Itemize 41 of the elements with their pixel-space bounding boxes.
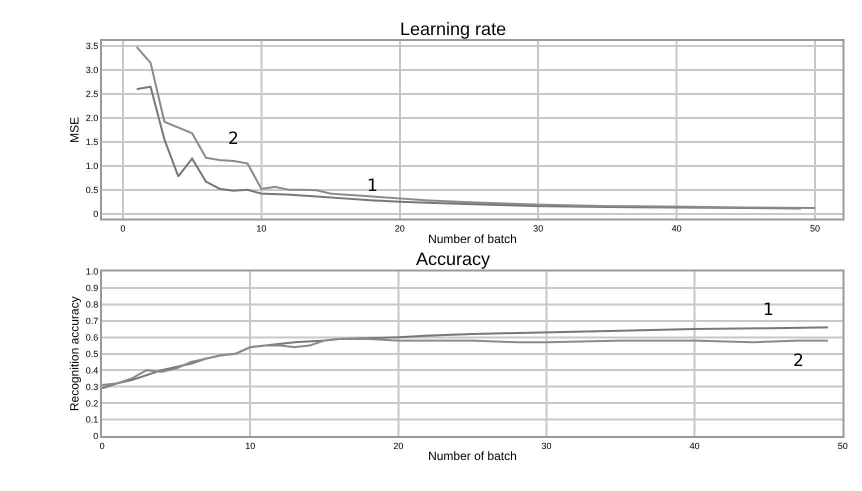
x-tick-label: 20 — [394, 223, 405, 234]
y-tick-label: 0.6 — [86, 332, 98, 342]
y-tick-label: 2.5 — [86, 89, 98, 100]
y-tick-label: 0.8 — [86, 300, 98, 310]
y-tick-label: 0.4 — [86, 365, 98, 376]
chart-title: Learning rate — [400, 19, 506, 39]
y-tick-label: 0.5 — [86, 184, 98, 195]
y-tick-label: 0.1 — [86, 414, 98, 425]
x-tick-label: 20 — [393, 440, 404, 451]
x-tick-label: 40 — [672, 223, 682, 234]
series-label: 2 — [793, 351, 804, 371]
y-tick-label: 1.0 — [86, 160, 98, 171]
x-axis-title: Number of batch — [428, 232, 517, 246]
y-tick-label: 1.5 — [86, 137, 98, 148]
y-tick-label: 0.9 — [86, 283, 98, 294]
y-axis-title: Recognition accuracy — [68, 296, 82, 412]
y-tick-label: 3.0 — [86, 65, 98, 76]
y-tick-label: 0 — [93, 431, 98, 442]
y-axis-title: MSE — [68, 116, 82, 143]
x-tick-label: 30 — [533, 223, 544, 234]
y-tick-label: 0.7 — [86, 316, 98, 326]
x-tick-label: 0 — [100, 440, 105, 451]
y-tick-label: 0.3 — [86, 382, 98, 392]
y-tick-label: 1.0 — [86, 266, 98, 277]
x-axis-title: Number of batch — [428, 449, 517, 464]
x-tick-label: 50 — [838, 440, 848, 451]
y-tick-label: 3.5 — [86, 41, 98, 52]
x-tick-label: 0 — [120, 223, 126, 234]
series-label: 1 — [763, 300, 774, 320]
chart-title: Accuracy — [416, 249, 490, 269]
x-tick-label: 50 — [810, 223, 820, 234]
y-tick-label: 0.5 — [86, 348, 98, 359]
x-tick-label: 30 — [541, 440, 552, 451]
y-tick-label: 2.0 — [86, 113, 98, 124]
x-tick-label: 10 — [256, 223, 266, 234]
series-label: 2 — [228, 129, 239, 149]
series-label: 1 — [367, 176, 378, 196]
y-tick-label: 0 — [93, 208, 98, 219]
x-tick-label: 40 — [690, 440, 700, 451]
x-tick-label: 10 — [245, 440, 256, 451]
y-tick-label: 0.2 — [86, 398, 98, 408]
